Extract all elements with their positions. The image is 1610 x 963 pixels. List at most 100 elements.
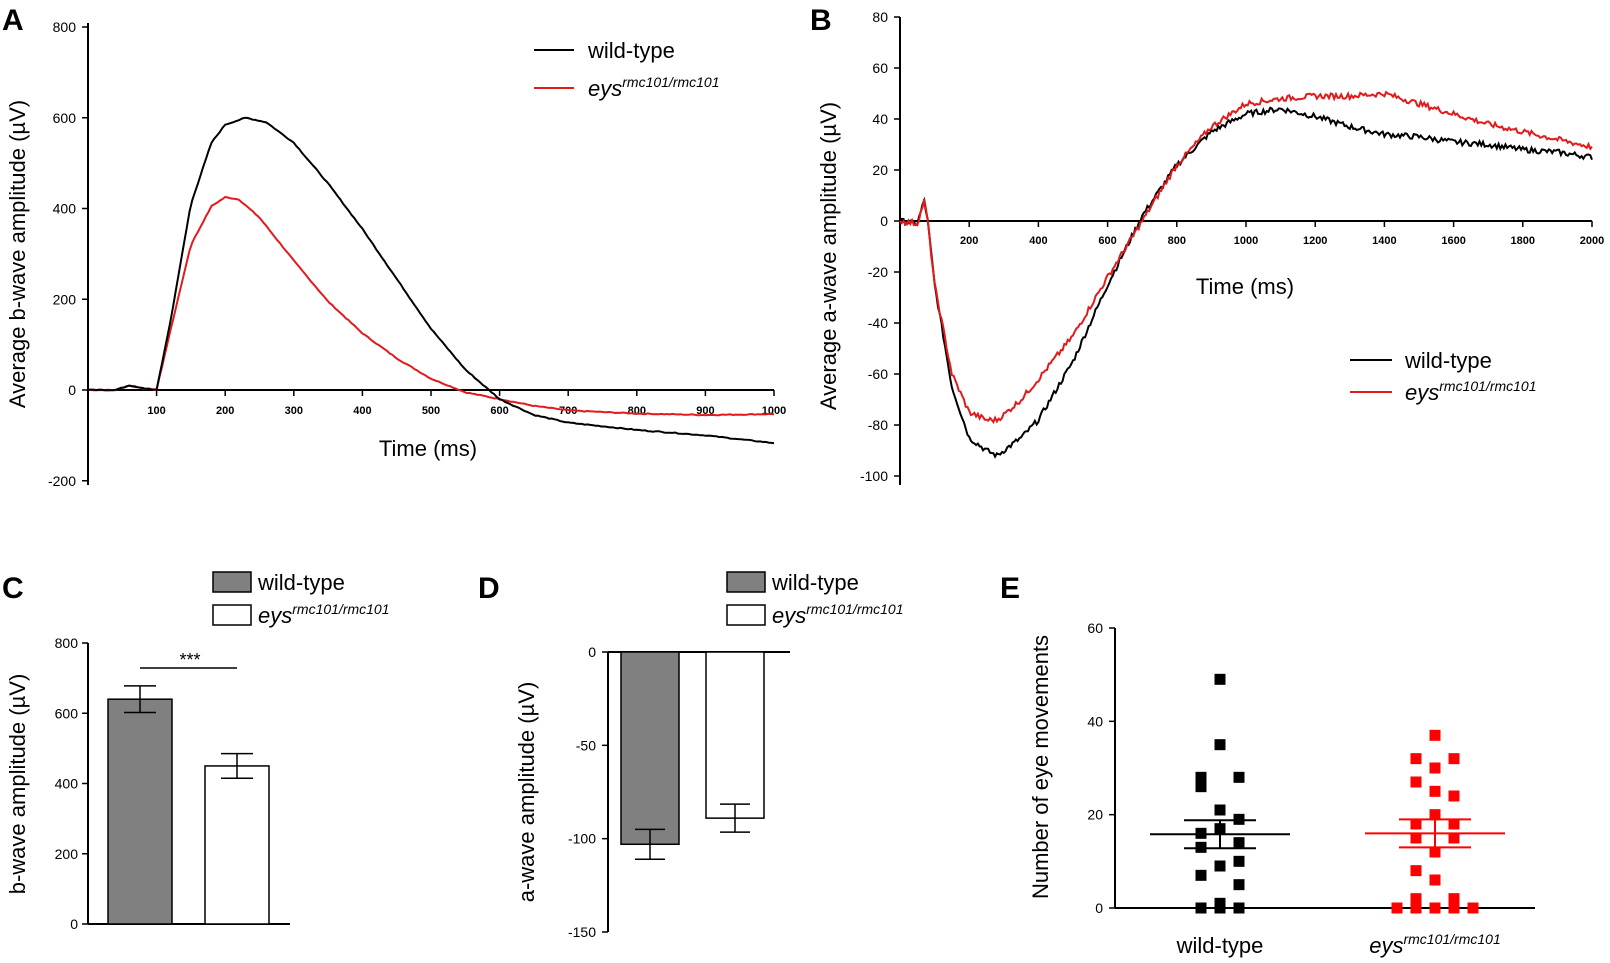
panel-a-b-wave-traces: Average b-wave amplitude (µV) Time (ms) … bbox=[5, 19, 786, 489]
panel-b-x-tick-label: 200 bbox=[960, 235, 978, 247]
panel-a-y-title: Average b-wave amplitude (µV) bbox=[5, 100, 30, 408]
panel-label-b: B bbox=[810, 4, 832, 37]
panel-c-y-tick-label: 0 bbox=[70, 916, 78, 932]
panel-c-y-title: b-wave amplitude (µV) bbox=[5, 674, 30, 895]
panel-label-e: E bbox=[1000, 572, 1020, 605]
panel-d-legend: wild-type eysrmc101/rmc101 bbox=[726, 570, 904, 628]
panel-b-x-tick-label: 1400 bbox=[1372, 235, 1396, 247]
panel-label-d: D bbox=[478, 572, 500, 605]
data-point-wild-type bbox=[1195, 902, 1207, 914]
data-point-mutant bbox=[1410, 832, 1422, 844]
legend-mutant-sup: rmc101/rmc101 bbox=[1439, 378, 1536, 394]
data-point-wild-type bbox=[1214, 860, 1226, 872]
panel-a-y-tick-label: 200 bbox=[53, 291, 77, 307]
panel-a-y-tick-label: -200 bbox=[48, 473, 76, 489]
data-point-wild-type bbox=[1214, 673, 1226, 685]
bar-mutant bbox=[204, 765, 270, 925]
legend-label-mutant: eysrmc101/rmc101 bbox=[1405, 378, 1537, 405]
data-point-wild-type bbox=[1195, 841, 1207, 853]
panel-b-x-tick-label: 800 bbox=[1168, 235, 1186, 247]
legend-mutant-sup: rmc101/rmc101 bbox=[806, 601, 903, 617]
panel-e-category-mutant: eysrmc101/rmc101 bbox=[1369, 931, 1501, 958]
panel-a-y-tick-label: 400 bbox=[53, 201, 77, 217]
panel-a-x-title: Time (ms) bbox=[379, 436, 477, 461]
panel-e-y-tick-label: 0 bbox=[1095, 900, 1103, 916]
panel-b-y-tick-label: 0 bbox=[880, 213, 888, 229]
data-point-wild-type bbox=[1195, 827, 1207, 839]
panel-b-x-tick-label: 400 bbox=[1029, 235, 1047, 247]
panel-label-a: A bbox=[2, 4, 24, 37]
data-point-mutant bbox=[1448, 790, 1460, 802]
bar-wild-type bbox=[620, 651, 680, 846]
panel-b-x-title: Time (ms) bbox=[1196, 274, 1294, 299]
data-point-wild-type bbox=[1195, 869, 1207, 881]
panel-c-y-tick-label: 200 bbox=[55, 846, 79, 862]
data-point-wild-type bbox=[1233, 855, 1245, 867]
data-point-wild-type bbox=[1233, 902, 1245, 914]
panel-a-y-tick-label: 600 bbox=[53, 110, 77, 126]
panel-a-x-tick-label: 800 bbox=[628, 405, 646, 417]
data-point-wild-type bbox=[1233, 771, 1245, 783]
data-point-wild-type bbox=[1233, 813, 1245, 825]
legend-mutant-base: eys bbox=[1405, 380, 1439, 405]
panel-a-x-tick-label: 100 bbox=[147, 405, 165, 417]
panel-b-series-mutant bbox=[899, 90, 1593, 424]
data-point-mutant bbox=[1448, 902, 1460, 914]
panel-b-y-tick-label: 20 bbox=[872, 162, 888, 178]
data-point-mutant bbox=[1448, 753, 1460, 765]
panel-a-x-tick-label: 500 bbox=[422, 405, 440, 417]
data-point-mutant bbox=[1448, 818, 1460, 830]
panel-a-series-mutant bbox=[87, 195, 775, 417]
data-point-mutant bbox=[1429, 809, 1441, 821]
panel-e-y-tick-label: 40 bbox=[1087, 713, 1103, 729]
panel-b-x-tick-label: 1200 bbox=[1303, 235, 1327, 247]
data-point-mutant bbox=[1410, 818, 1422, 830]
legend-label-mutant: eysrmc101/rmc101 bbox=[258, 601, 390, 628]
panel-d-y-tick-label: -100 bbox=[568, 831, 596, 847]
panel-b-y-tick-label: -100 bbox=[860, 468, 888, 484]
data-point-mutant bbox=[1429, 785, 1441, 797]
panel-d-y-tick-label: -150 bbox=[568, 924, 596, 940]
data-point-wild-type bbox=[1233, 837, 1245, 849]
data-point-mutant bbox=[1410, 776, 1422, 788]
data-point-wild-type bbox=[1195, 771, 1207, 783]
data-point-wild-type bbox=[1195, 781, 1207, 793]
data-point-mutant bbox=[1429, 874, 1441, 886]
data-point-wild-type bbox=[1214, 823, 1226, 835]
legend-label-wild-type: wild-type bbox=[257, 570, 345, 595]
data-point-wild-type bbox=[1214, 804, 1226, 816]
panel-b-y-tick-label: -80 bbox=[868, 417, 888, 433]
panel-c-legend: wild-type eysrmc101/rmc101 bbox=[212, 570, 390, 628]
category-mutant-sup: rmc101/rmc101 bbox=[1403, 931, 1500, 947]
legend-mutant-base: eys bbox=[258, 603, 292, 628]
panel-d-y-tick-label: 0 bbox=[588, 644, 596, 660]
panel-b-series-wild-type bbox=[899, 106, 1593, 459]
legend-swatch-wild-type bbox=[726, 571, 766, 593]
legend-mutant-sup: rmc101/rmc101 bbox=[292, 601, 389, 617]
panel-b-x-tick-label: 2000 bbox=[1580, 235, 1604, 247]
panel-a-x-tick-label: 200 bbox=[216, 405, 234, 417]
panel-b-legend: wild-type eysrmc101/rmc101 bbox=[1350, 348, 1537, 405]
panel-e-category-wild-type: wild-type bbox=[1176, 933, 1264, 958]
category-mutant-base: eys bbox=[1369, 933, 1403, 958]
panel-b-y-tick-label: 40 bbox=[872, 111, 888, 127]
panel-d-y-title: a-wave amplitude (µV) bbox=[514, 682, 539, 903]
panel-a-x-tick-label: 600 bbox=[490, 405, 508, 417]
panel-e-eye-movements-scatter: Number of eye movements 0 20 40 60 wild-typ… bbox=[1028, 620, 1535, 958]
legend-label-mutant: eysrmc101/rmc101 bbox=[588, 74, 720, 101]
legend-swatch-mutant bbox=[726, 604, 766, 626]
data-point-mutant bbox=[1410, 902, 1422, 914]
legend-swatch-mutant bbox=[212, 604, 252, 626]
panel-label-c: C bbox=[2, 572, 24, 605]
panel-c-y-tick-label: 600 bbox=[55, 705, 79, 721]
panel-c-y-tick-label: 800 bbox=[55, 635, 79, 651]
panel-a-legend: wild-type eysrmc101/rmc101 bbox=[534, 38, 720, 101]
panel-a-x-tick-label: 400 bbox=[353, 405, 371, 417]
data-point-wild-type bbox=[1214, 739, 1226, 751]
panel-e-y-title: Number of eye movements bbox=[1028, 635, 1053, 899]
bar-wild-type bbox=[107, 698, 173, 925]
legend-label-wild-type: wild-type bbox=[1404, 348, 1492, 373]
panel-b-y-tick-label: -40 bbox=[868, 315, 888, 331]
